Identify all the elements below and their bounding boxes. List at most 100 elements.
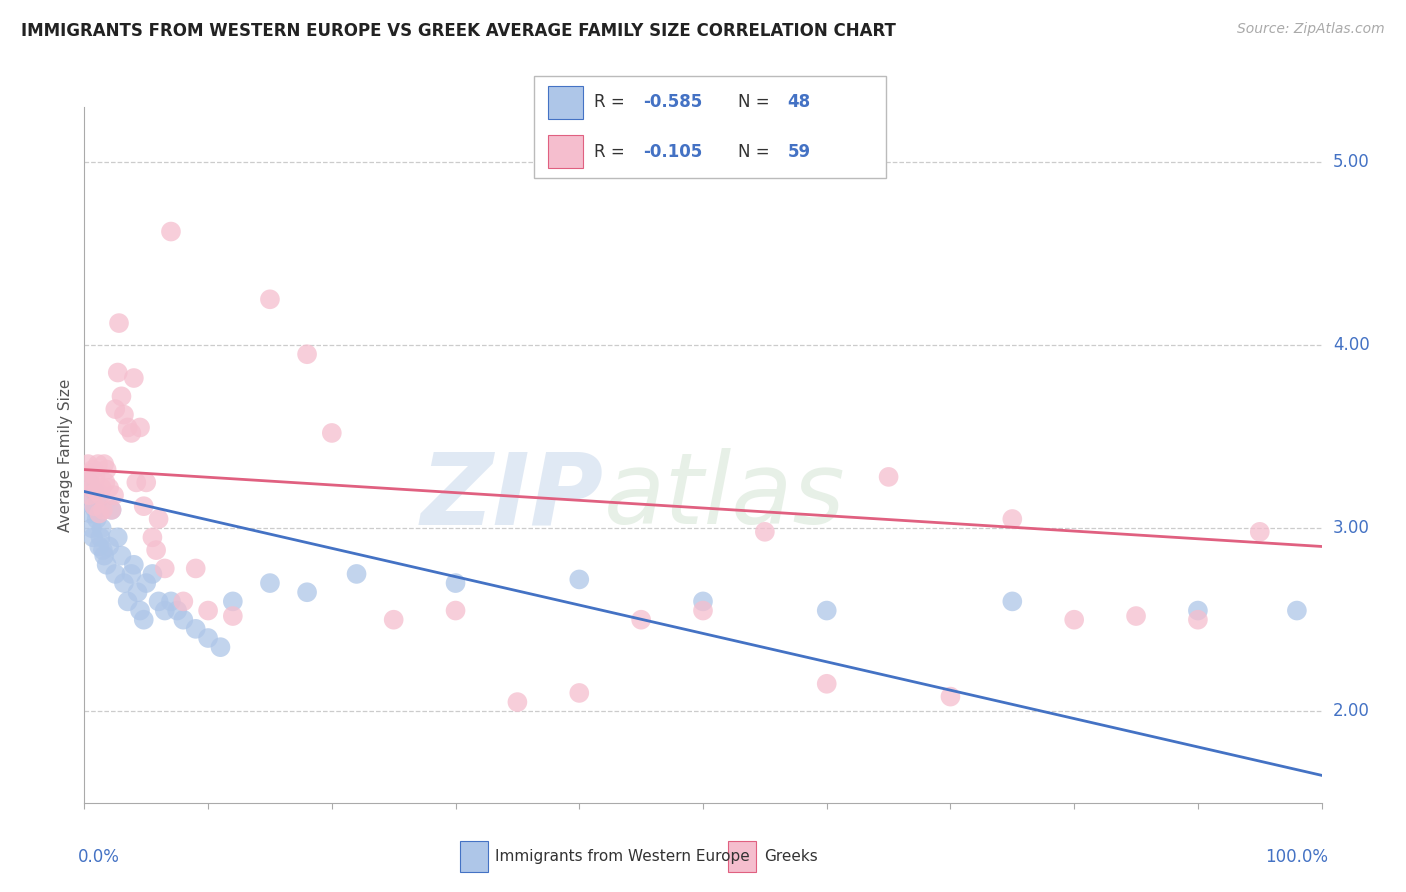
Point xyxy=(148,512,170,526)
Point xyxy=(1125,609,1147,624)
Point xyxy=(382,613,405,627)
Point xyxy=(89,507,111,521)
Point xyxy=(103,488,125,502)
Point xyxy=(108,316,131,330)
Point xyxy=(135,475,157,490)
Point xyxy=(568,686,591,700)
Point xyxy=(160,225,183,239)
Point xyxy=(172,613,194,627)
Point xyxy=(86,512,108,526)
Point xyxy=(259,576,281,591)
Point xyxy=(132,499,155,513)
Point xyxy=(89,540,111,554)
Text: 48: 48 xyxy=(787,94,810,112)
Point xyxy=(117,594,139,608)
Text: 5.00: 5.00 xyxy=(1333,153,1369,171)
Point xyxy=(100,503,122,517)
Point xyxy=(209,640,232,655)
Point xyxy=(184,622,207,636)
Point xyxy=(84,503,107,517)
Point xyxy=(94,475,117,490)
Point xyxy=(815,677,838,691)
Point xyxy=(82,462,104,476)
Point xyxy=(76,475,98,490)
Point xyxy=(172,594,194,608)
Point xyxy=(222,594,245,608)
FancyBboxPatch shape xyxy=(728,840,756,872)
Point xyxy=(259,293,281,307)
Point xyxy=(148,594,170,608)
Text: N =: N = xyxy=(738,94,775,112)
Point xyxy=(132,613,155,627)
Point xyxy=(444,603,467,617)
Point xyxy=(96,558,118,572)
Text: R =: R = xyxy=(593,143,630,161)
Point xyxy=(630,613,652,627)
Text: Greeks: Greeks xyxy=(763,849,817,863)
Text: 100.0%: 100.0% xyxy=(1265,848,1327,866)
Point xyxy=(112,408,135,422)
Point xyxy=(87,493,110,508)
Point xyxy=(80,521,103,535)
Text: 4.00: 4.00 xyxy=(1333,336,1369,354)
FancyBboxPatch shape xyxy=(534,76,886,178)
Point xyxy=(197,631,219,645)
Text: -0.105: -0.105 xyxy=(644,143,703,161)
Point xyxy=(100,503,122,517)
Point xyxy=(82,530,104,544)
Point xyxy=(160,594,183,608)
Text: Source: ZipAtlas.com: Source: ZipAtlas.com xyxy=(1237,22,1385,37)
Point xyxy=(104,566,127,581)
Point xyxy=(110,549,132,563)
Point xyxy=(568,573,591,587)
Point xyxy=(184,561,207,575)
Point xyxy=(79,467,101,481)
Point xyxy=(295,347,318,361)
Point xyxy=(754,524,776,539)
Point xyxy=(141,566,163,581)
Point xyxy=(122,371,145,385)
Point xyxy=(1187,603,1209,617)
Point xyxy=(692,603,714,617)
Point xyxy=(86,484,108,499)
FancyBboxPatch shape xyxy=(460,840,488,872)
Point xyxy=(877,470,900,484)
Point xyxy=(122,558,145,572)
Point xyxy=(80,481,103,495)
Text: IMMIGRANTS FROM WESTERN EUROPE VS GREEK AVERAGE FAMILY SIZE CORRELATION CHART: IMMIGRANTS FROM WESTERN EUROPE VS GREEK … xyxy=(21,22,896,40)
Point xyxy=(87,457,110,471)
Point xyxy=(444,576,467,591)
Point xyxy=(145,543,167,558)
Y-axis label: Average Family Size: Average Family Size xyxy=(58,378,73,532)
Point xyxy=(129,420,152,434)
Text: 2.00: 2.00 xyxy=(1333,702,1369,720)
Point xyxy=(141,530,163,544)
Point xyxy=(90,481,112,495)
Text: N =: N = xyxy=(738,143,775,161)
Text: -0.585: -0.585 xyxy=(644,94,703,112)
Point xyxy=(120,425,142,440)
Point xyxy=(83,484,105,499)
Point xyxy=(98,481,121,495)
Point xyxy=(77,457,100,471)
Point xyxy=(692,594,714,608)
Point xyxy=(1249,524,1271,539)
Point xyxy=(117,420,139,434)
Point xyxy=(129,603,152,617)
Point xyxy=(1001,594,1024,608)
Point xyxy=(1063,613,1085,627)
Point xyxy=(295,585,318,599)
FancyBboxPatch shape xyxy=(548,87,583,119)
Point xyxy=(90,521,112,535)
Point xyxy=(153,561,176,575)
Point xyxy=(1187,613,1209,627)
Point xyxy=(222,609,245,624)
Point xyxy=(93,549,115,563)
Point xyxy=(110,389,132,403)
Text: 0.0%: 0.0% xyxy=(79,848,120,866)
Point xyxy=(77,495,100,509)
Point xyxy=(79,488,101,502)
Point xyxy=(815,603,838,617)
Point xyxy=(112,576,135,591)
Point xyxy=(79,475,101,490)
